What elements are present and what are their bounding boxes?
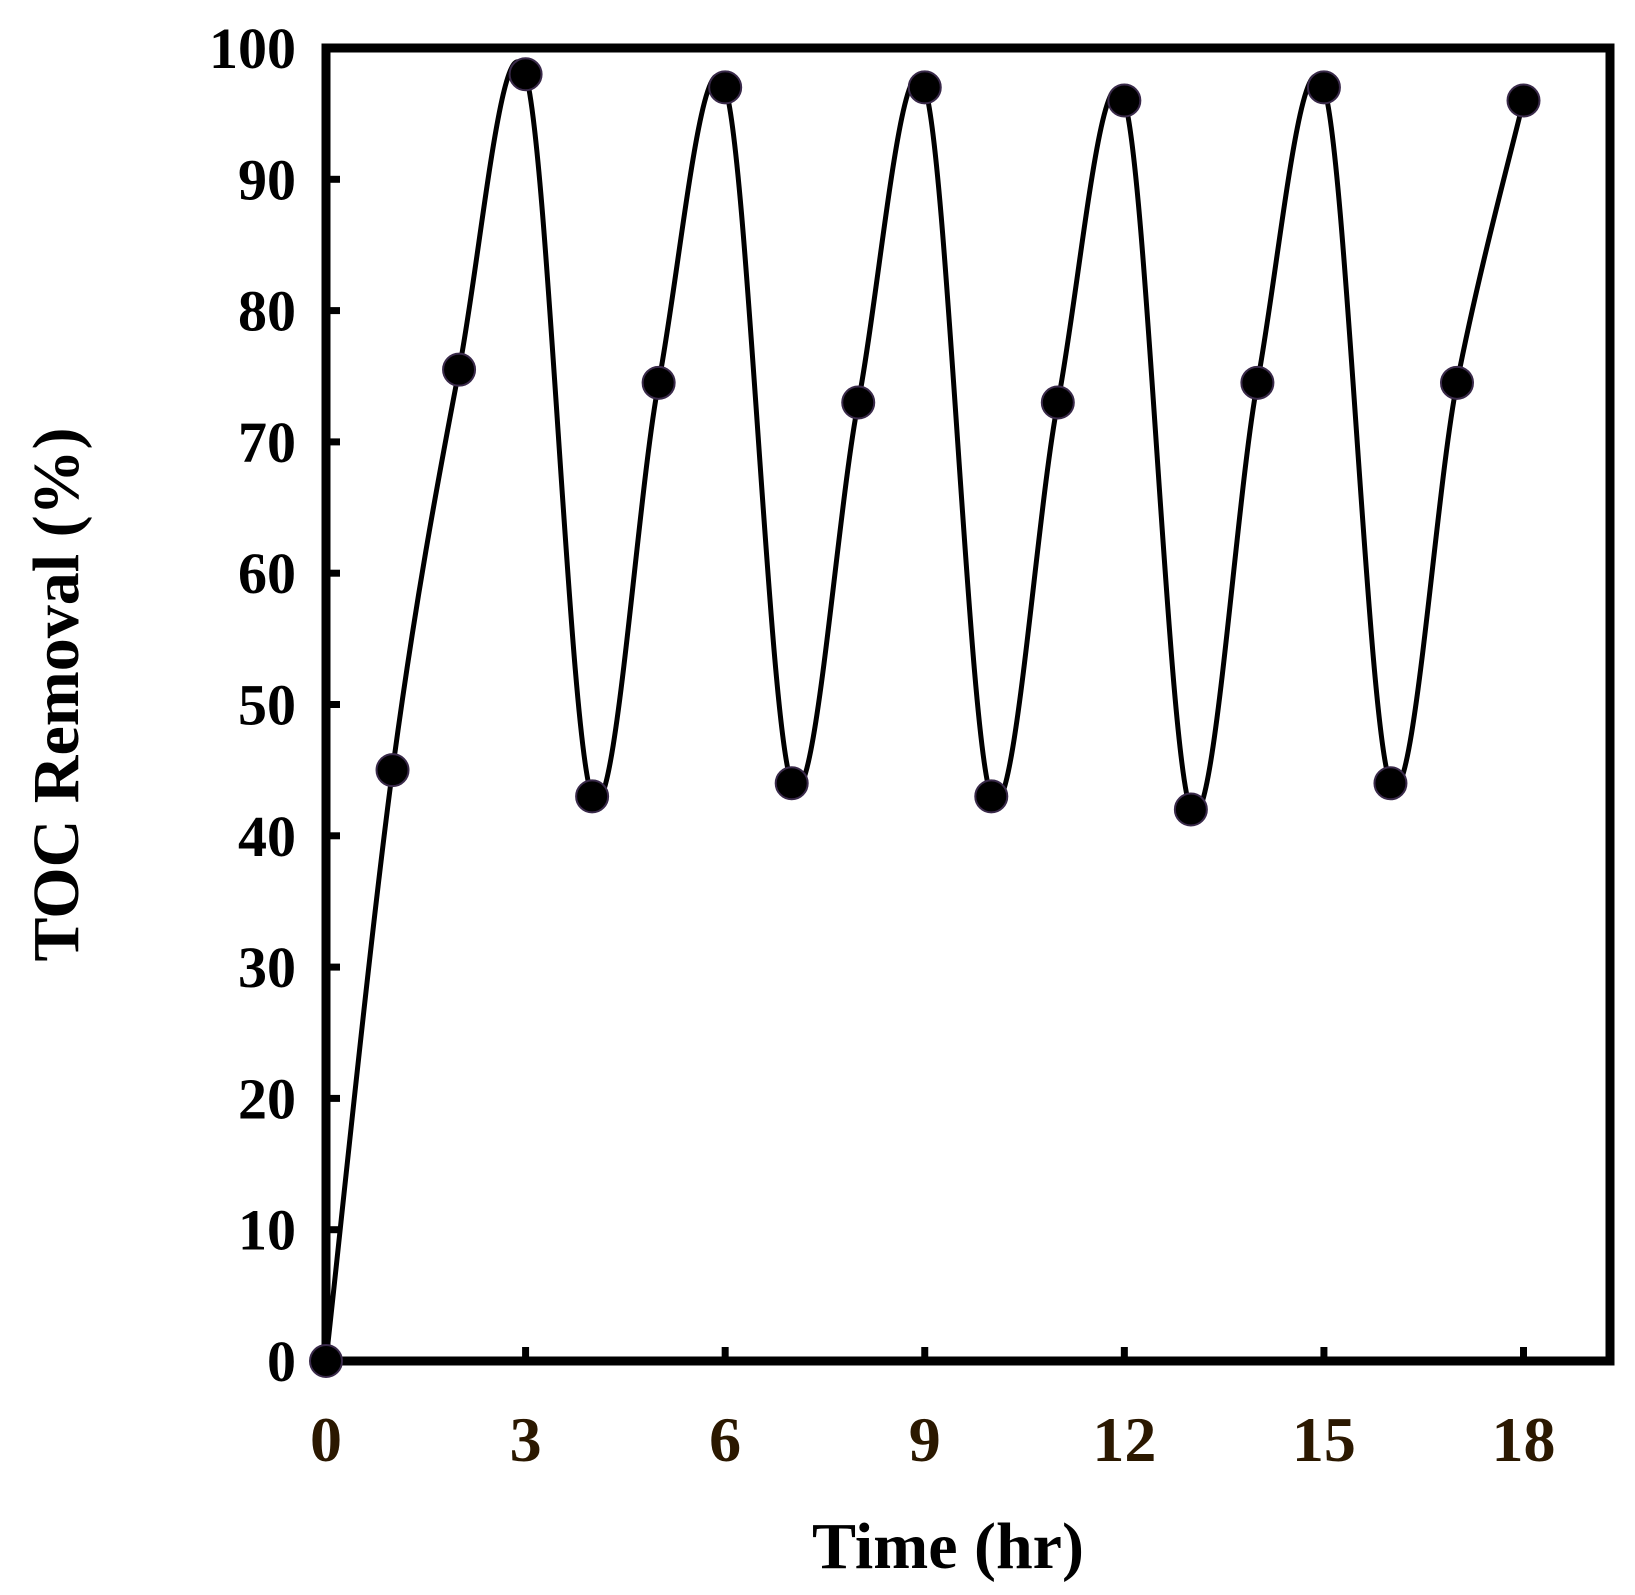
x-tick-label: 15: [1292, 1404, 1356, 1475]
y-tick-label: 40: [238, 804, 296, 869]
x-tick-label: 6: [709, 1404, 741, 1475]
x-tick-label: 12: [1092, 1404, 1156, 1475]
y-tick-label: 60: [238, 541, 296, 606]
data-point: [375, 753, 410, 788]
x-axis-title: Time (hr): [812, 1510, 1084, 1583]
series-line: [323, 59, 1527, 1364]
data-point: [1439, 365, 1474, 400]
y-tick-label: 20: [238, 1066, 296, 1131]
data-point: [508, 57, 543, 92]
data-point: [1506, 83, 1541, 118]
data-point: [1373, 766, 1408, 801]
y-tick-label: 70: [238, 410, 296, 475]
data-point: [1306, 70, 1341, 105]
data-point: [708, 70, 743, 105]
data-point: [1107, 83, 1142, 118]
data-point: [841, 385, 876, 420]
data-point: [309, 1344, 343, 1378]
data-point: [1040, 385, 1075, 420]
data-point: [907, 70, 942, 105]
y-tick-label: 90: [238, 147, 296, 212]
x-tick-label: 9: [909, 1404, 941, 1475]
data-point: [1173, 792, 1208, 827]
y-tick-label: 50: [238, 673, 296, 738]
data-point: [974, 779, 1009, 814]
x-tick-label: 3: [510, 1404, 542, 1475]
y-tick-label: 80: [238, 279, 296, 344]
data-point: [442, 352, 477, 387]
y-tick-label: 10: [238, 1198, 296, 1263]
y-tick-label: 0: [267, 1329, 296, 1394]
data-point: [774, 766, 809, 801]
y-axis-title: TOC Removal (%): [20, 427, 93, 961]
data-point: [641, 365, 676, 400]
x-tick-label: 18: [1492, 1404, 1556, 1475]
data-point: [1240, 365, 1275, 400]
x-tick-label: 0: [310, 1404, 342, 1475]
y-tick-label: 100: [209, 16, 296, 81]
y-tick-label: 30: [238, 935, 296, 1000]
data-point: [575, 779, 610, 814]
